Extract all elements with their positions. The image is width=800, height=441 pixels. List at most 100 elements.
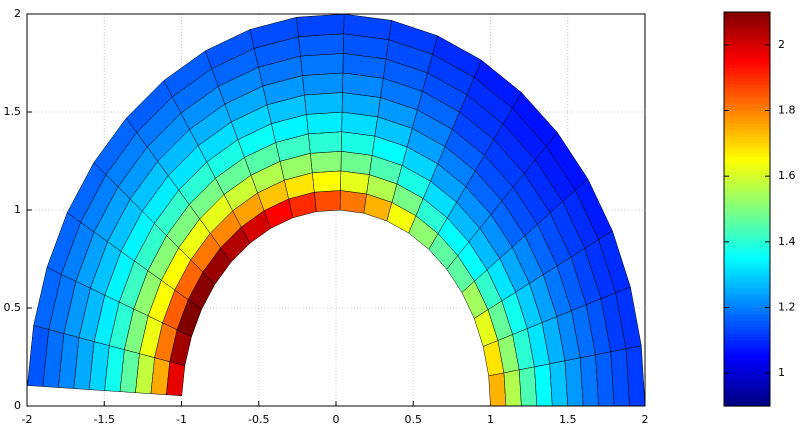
colorbar-segment	[724, 228, 770, 233]
colorbar-segment	[724, 209, 770, 213]
colorbar-segment	[724, 12, 770, 16]
colorbar-segment	[724, 90, 770, 95]
mesh-cell	[304, 92, 343, 115]
colorbar-segment	[724, 136, 770, 141]
colorbar-segment	[724, 126, 770, 131]
colorbar-tick-label: 1.8	[778, 104, 796, 117]
colorbar-segment	[724, 38, 770, 43]
colorbar-segment	[724, 110, 770, 115]
mesh-cell	[300, 53, 344, 76]
colorbar-tick-label: 1.4	[778, 235, 796, 248]
colorbar-segment	[724, 346, 770, 351]
colorbar-segment	[724, 261, 770, 266]
colorbar-segment	[724, 130, 770, 135]
colorbar-segment	[724, 277, 770, 282]
colorbar-segment	[724, 320, 770, 325]
colorbar-segment	[724, 84, 770, 89]
x-tick-label: 2	[642, 413, 649, 426]
colorbar-segment	[724, 369, 770, 374]
colorbar-segment	[724, 25, 770, 30]
mesh-cell	[488, 372, 507, 407]
colorbar-segment	[724, 399, 770, 404]
colorbar-segment	[724, 100, 770, 105]
colorbar-segment	[724, 215, 770, 220]
colorbar-segment	[724, 64, 770, 69]
colorbar-segment	[724, 103, 770, 108]
mesh-cell	[534, 363, 553, 407]
colorbar-segment	[724, 291, 770, 295]
colorbar-segment	[724, 107, 770, 112]
x-tick-label: 1.5	[559, 413, 577, 426]
x-tick-label: -2	[22, 413, 33, 426]
colorbar-segment	[724, 179, 770, 184]
colorbar-segment	[724, 199, 770, 204]
colorbar-segment	[724, 297, 770, 302]
y-tick-label: 2	[14, 7, 21, 20]
colorbar-segment	[724, 87, 770, 92]
colorbar-segment	[724, 192, 770, 197]
colorbar-segment	[724, 323, 770, 328]
colorbar-segment	[724, 74, 770, 79]
colorbar-segment	[724, 28, 770, 33]
colorbar-segment	[724, 67, 770, 72]
mesh-cell	[302, 72, 344, 96]
colorbar-tick-label: 1	[778, 366, 785, 379]
colorbar-segment	[724, 54, 770, 59]
colorbar-segment	[724, 284, 770, 289]
colorbar-tick-label: 1.2	[778, 301, 796, 314]
colorbar-segment	[724, 182, 770, 187]
colorbar-segment	[724, 383, 770, 387]
colorbar-segment	[724, 21, 770, 26]
colorbar-segment	[724, 350, 770, 355]
x-tick-label: -0.5	[248, 413, 269, 426]
colorbar-segment	[724, 163, 770, 167]
colorbar-segment	[724, 169, 770, 174]
colorbar-segment	[724, 80, 770, 85]
colorbar-segment	[724, 373, 770, 378]
colorbar-segment	[724, 44, 770, 49]
colorbar-segment	[724, 15, 770, 20]
colorbar-segment	[724, 392, 770, 397]
colorbar-segment	[724, 360, 770, 364]
x-tick-label: -1.5	[94, 413, 115, 426]
colorbar-segment	[724, 222, 770, 227]
x-tick-label: -1	[176, 413, 187, 426]
colorbar-segment	[724, 340, 770, 345]
colorbar-segment	[724, 287, 770, 292]
colorbar-segment	[724, 48, 770, 52]
x-tick-label: 0.5	[405, 413, 423, 426]
colorbar-segment	[724, 31, 770, 36]
colorbar-segment	[724, 248, 770, 253]
y-tick-label: 1.5	[4, 105, 22, 118]
colorbar-segment	[724, 140, 770, 144]
colorbar-segment	[724, 156, 770, 161]
colorbar-segment	[724, 317, 770, 322]
colorbar-segment	[724, 120, 770, 125]
colorbar-segment	[724, 176, 770, 181]
colorbar-segment	[724, 195, 770, 200]
colorbar-segment	[724, 337, 770, 341]
colorbar-segment	[724, 294, 770, 299]
colorbar-segment	[724, 314, 770, 318]
mesh-cell	[340, 170, 370, 195]
colorbar-segment	[724, 245, 770, 249]
colorbar-segment	[724, 333, 770, 338]
colorbar-segment	[724, 307, 770, 312]
colorbar-segment	[724, 218, 770, 223]
colorbar-segment	[724, 133, 770, 138]
colorbar-segment	[724, 235, 770, 240]
colorbar-segment	[724, 57, 770, 62]
colorbar-segment	[724, 264, 770, 269]
colorbar-tick-label: 2	[778, 38, 785, 51]
colorbar-segment	[724, 241, 770, 246]
colorbar-segment	[724, 41, 770, 46]
colorbar-segment	[724, 363, 770, 368]
colorbar-segment	[724, 123, 770, 128]
y-tick-label: 0	[14, 399, 21, 412]
colorbar-segment	[724, 231, 770, 236]
mesh-cell	[339, 190, 367, 214]
mesh-cell	[298, 33, 344, 57]
colorbar-segment	[724, 97, 770, 102]
colorbar-segment	[724, 386, 770, 391]
colorbar-segment	[724, 300, 770, 305]
